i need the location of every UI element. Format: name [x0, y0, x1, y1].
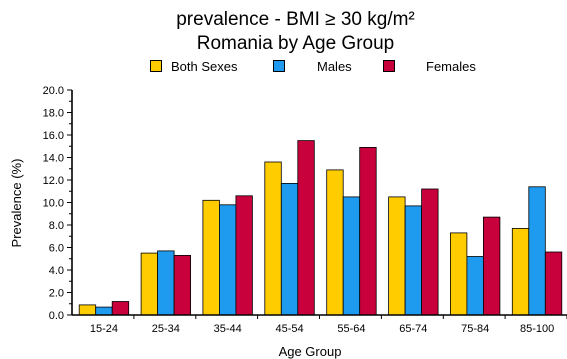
- bar-males-85-100: [528, 186, 546, 316]
- bar-both-sexes-55-64: [326, 169, 344, 316]
- bar-both-sexes-85-100: [511, 227, 530, 316]
- legend-item-males: Males: [273, 59, 352, 75]
- legend-swatch-both-sexes: [150, 60, 162, 72]
- bar-males-75-84: [466, 256, 484, 316]
- bar-males-45-54: [280, 182, 299, 316]
- legend-item-females: Females: [383, 59, 476, 75]
- x-tick-label: 15-24: [90, 323, 118, 335]
- bar-males-65-74: [404, 205, 423, 316]
- y-tick-label: 6.0: [49, 243, 64, 255]
- bar-males-25-34: [157, 250, 175, 316]
- x-tick-label: 75-84: [461, 323, 489, 335]
- y-tick-label: 18.0: [43, 108, 64, 120]
- x-tick-label: 35-44: [214, 323, 242, 335]
- legend-swatch-males: [273, 60, 285, 72]
- bar-females-35-44: [235, 195, 253, 316]
- x-tick-label: 65-74: [399, 323, 427, 335]
- x-tick-label: 55-64: [337, 323, 365, 335]
- legend-swatch-females: [383, 60, 395, 72]
- y-tick-label: 20.0: [43, 85, 64, 97]
- x-tick-label: 45-54: [276, 323, 304, 335]
- y-tick-label: 2.0: [49, 288, 64, 300]
- x-tick-label: 85-100: [520, 323, 554, 335]
- y-tick-label: 0.0: [49, 310, 64, 322]
- legend-label-males: Males: [317, 59, 352, 74]
- y-tick-label: 14.0: [43, 153, 64, 165]
- bar-males-35-44: [218, 204, 237, 316]
- legend-item-both-sexes: Both Sexes: [150, 59, 238, 75]
- chart-title: prevalence - BMI ≥ 30 kg/m²: [176, 9, 415, 30]
- bar-females-55-64: [359, 146, 377, 316]
- chart-legend: Both Sexes Males Females: [150, 59, 490, 75]
- bar-females-45-54: [297, 140, 315, 316]
- y-tick-label: 8.0: [49, 220, 64, 232]
- bar-both-sexes-45-54: [264, 161, 282, 316]
- x-tick-label: 25-34: [152, 323, 180, 335]
- bar-males-15-24: [95, 306, 113, 316]
- bar-females-25-34: [173, 254, 192, 316]
- chart-subtitle: Romania by Age Group: [196, 33, 395, 54]
- bar-males-55-64: [342, 196, 361, 316]
- x-axis-title: Age Group: [279, 344, 342, 359]
- bar-females-15-24: [111, 301, 130, 316]
- bar-females-85-100: [544, 251, 563, 316]
- bar-both-sexes-65-74: [388, 196, 406, 316]
- bar-females-75-84: [482, 216, 501, 316]
- bar-both-sexes-15-24: [78, 304, 97, 316]
- bar-both-sexes-35-44: [202, 199, 220, 316]
- bar-both-sexes-75-84: [449, 232, 468, 316]
- y-tick-label: 12.0: [43, 175, 64, 187]
- y-tick-label: 10.0: [43, 198, 64, 210]
- y-tick-label: 16.0: [43, 130, 64, 142]
- legend-label-both-sexes: Both Sexes: [171, 59, 238, 74]
- legend-label-females: Females: [426, 59, 476, 74]
- y-axis-title: Prevalence (%): [9, 159, 24, 248]
- y-tick-label: 4.0: [49, 265, 64, 277]
- bar-both-sexes-25-34: [140, 252, 159, 316]
- bar-females-65-74: [421, 188, 439, 316]
